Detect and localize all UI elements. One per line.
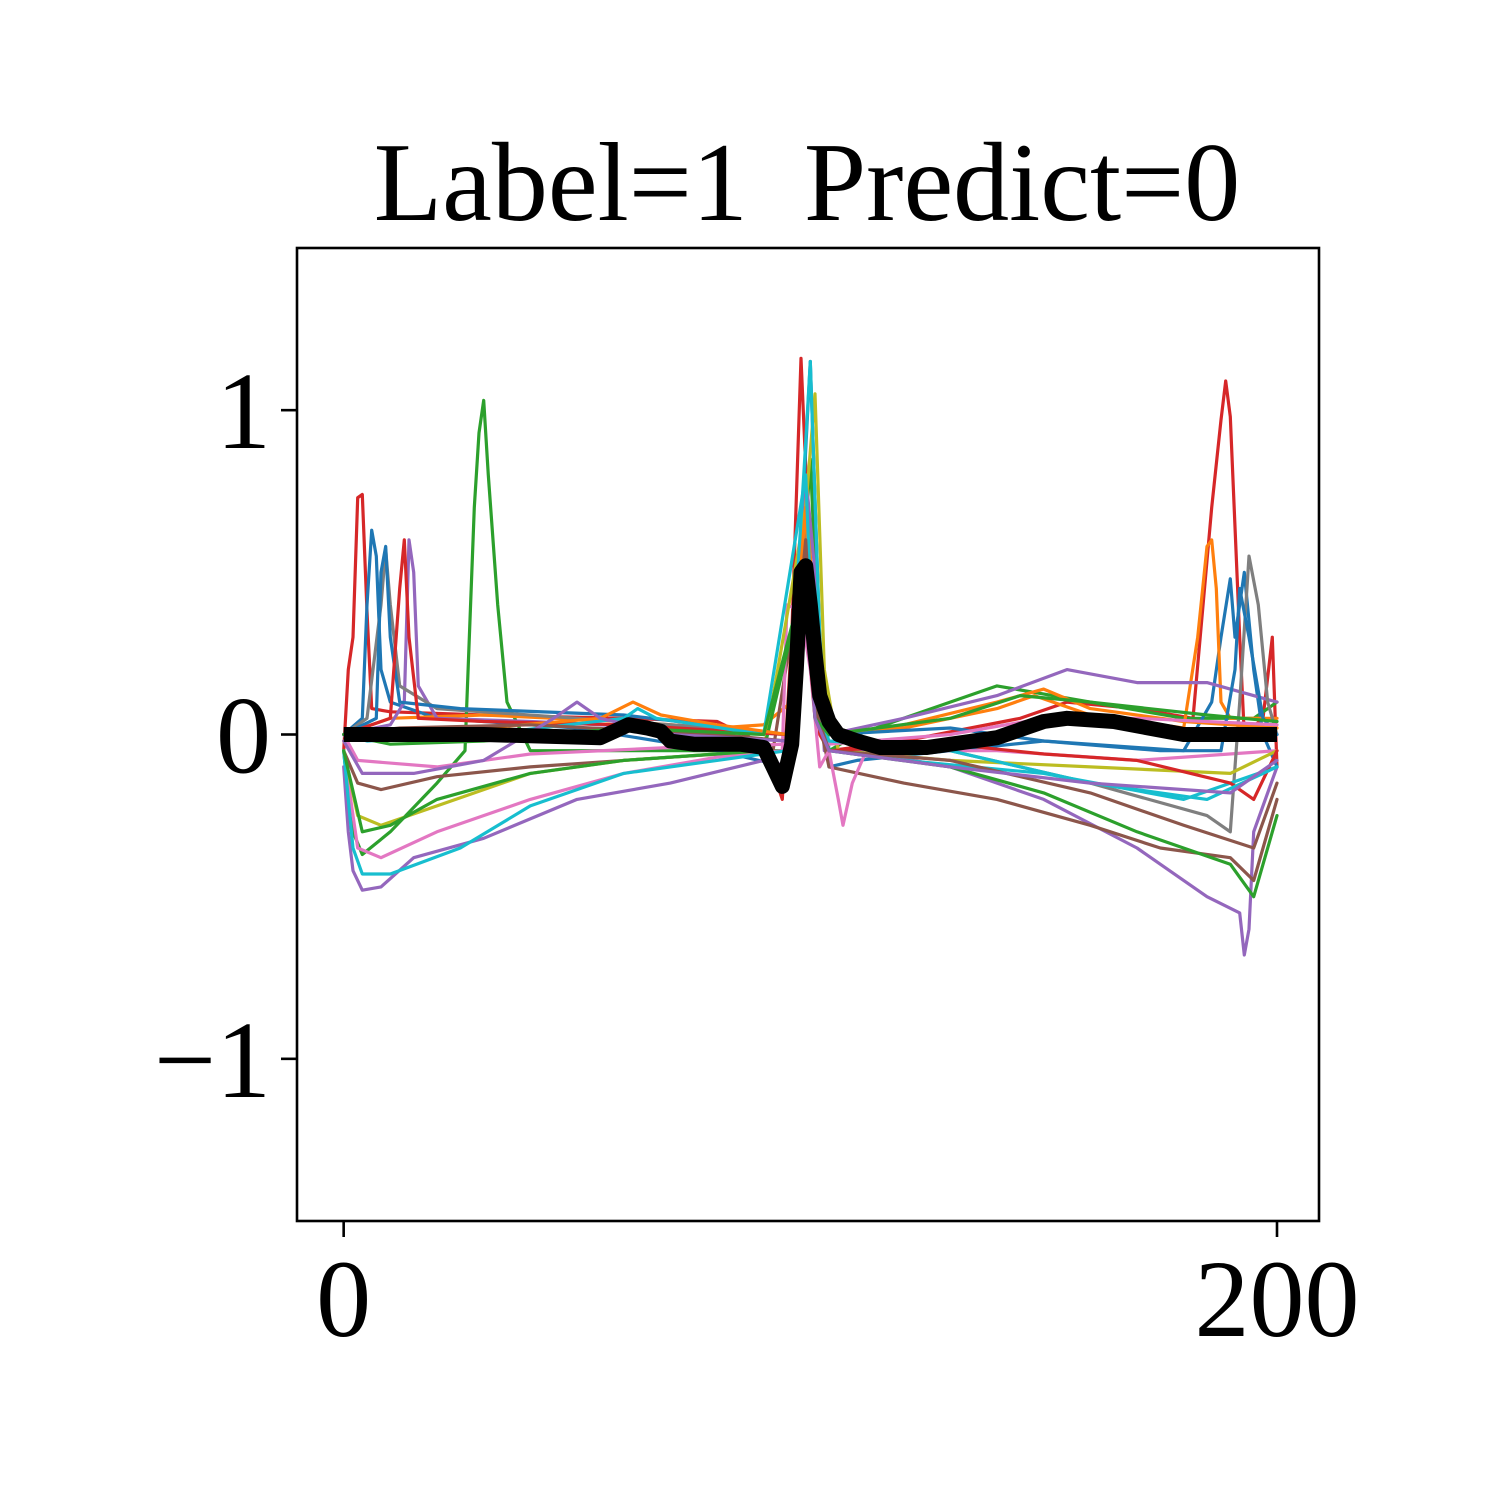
x-tick-label-2: 200 [1195, 1238, 1360, 1360]
y-tick-label-1: 1 [216, 350, 271, 472]
y-tick-label-3: −1 [154, 999, 271, 1121]
y-tick-label-2: 0 [216, 675, 271, 797]
chart-title: Label=1 Predict=0 [374, 121, 1241, 245]
series-line-5 [342, 473, 1279, 957]
mean-series-group [343, 558, 1277, 794]
axis-ticks: 0 200 1 0 −1 [154, 350, 1360, 1360]
x-tick-label-1: 0 [316, 1238, 371, 1360]
mean-series-line [343, 558, 1277, 794]
